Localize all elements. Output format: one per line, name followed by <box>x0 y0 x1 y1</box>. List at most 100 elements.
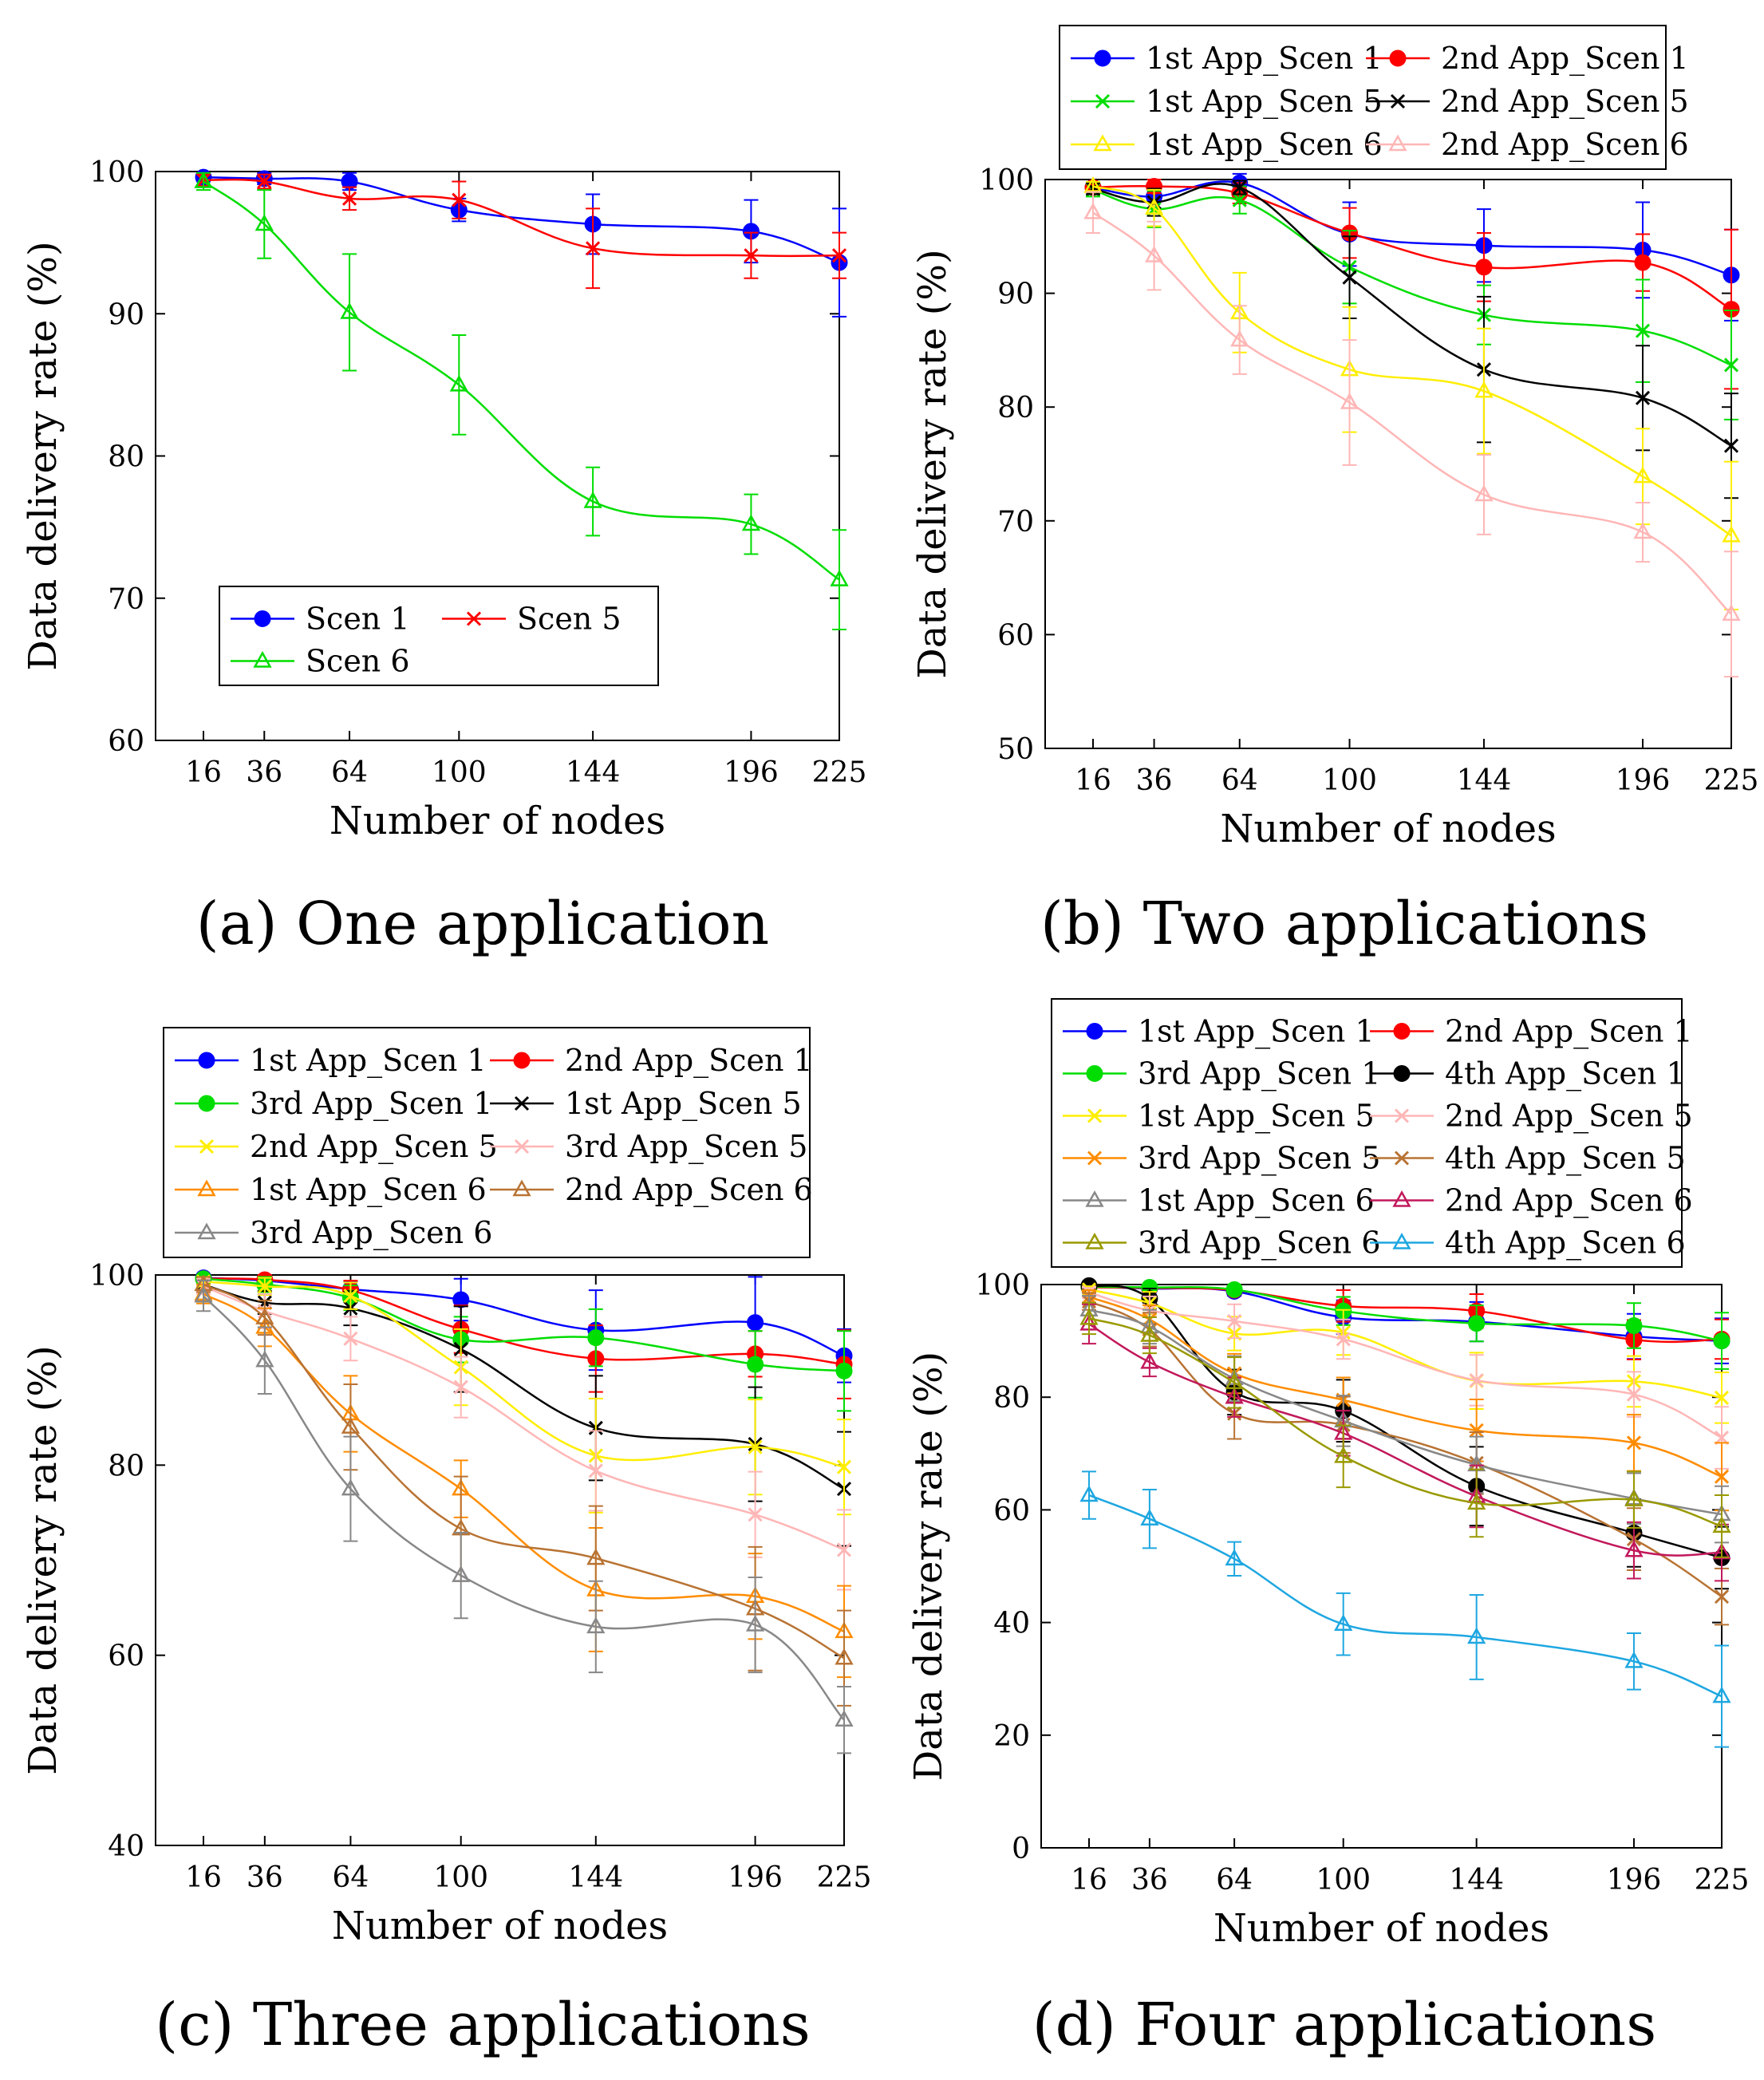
legend-label: 3rd App_Scen 1 <box>250 1086 492 1122</box>
series-scen-5 <box>195 172 847 290</box>
legend-marker <box>1392 1190 1411 1207</box>
legend-marker <box>1394 1151 1410 1166</box>
chart-panel-a: 60 70 80 90 100 16 36 64 100 144 196 225 Number of n… <box>21 156 866 843</box>
data-point <box>745 1614 765 1632</box>
series-line <box>1088 1317 1723 1528</box>
y-tick-label: 70 <box>108 583 144 616</box>
x-tick-label: 16 <box>1071 1864 1107 1896</box>
x-axis-label: Number of nodes <box>1220 807 1556 851</box>
legend-marker <box>1087 1108 1103 1123</box>
legend-label: 4th App_Scen 5 <box>1445 1141 1686 1177</box>
legend-label: 3rd App_Scen 1 <box>1138 1056 1380 1092</box>
legend-marker <box>1086 1065 1103 1082</box>
data-point <box>1714 1390 1730 1405</box>
legend-label: 1st App_Scen 1 <box>1138 1014 1375 1050</box>
legend-marker <box>254 610 271 627</box>
data-point <box>1144 198 1164 215</box>
x-tick-label: 64 <box>1216 1864 1253 1896</box>
data-point <box>341 1478 361 1496</box>
series-1st-app-scen-5 <box>1081 1282 1730 1424</box>
data-point <box>835 1648 854 1665</box>
legend-label: 4th App_Scen 1 <box>1445 1056 1686 1092</box>
data-point <box>1225 1549 1244 1566</box>
legend-item-2nd-app-scen-5: 2nd App_Scen 5 <box>1370 1099 1693 1135</box>
data-point <box>1468 1315 1486 1332</box>
legend-label: 2nd App_Scen 6 <box>1445 1183 1693 1219</box>
legend-marker <box>466 611 482 626</box>
data-point <box>453 1379 468 1395</box>
data-point <box>257 174 272 189</box>
legend-marker <box>1093 134 1112 152</box>
legend-item-3rd-app-scen-1: 3rd App_Scen 1 <box>175 1086 492 1122</box>
data-point <box>835 1710 854 1727</box>
legend-item-2nd-app-scen-5: 2nd App_Scen 5 <box>175 1129 498 1165</box>
series-line <box>1092 211 1732 615</box>
plot-frame <box>1044 179 1732 749</box>
legend-item-2nd-app-scen-6: 2nd App_Scen 6 <box>490 1172 813 1208</box>
x-tick-label: 36 <box>247 1861 283 1894</box>
x-tick-label: 16 <box>185 756 222 789</box>
series-line <box>203 180 840 581</box>
legend-item-1st-app-scen-6: 1st App_Scen 6 <box>1063 1183 1375 1219</box>
data-point <box>744 248 759 263</box>
data-point <box>1712 1542 1731 1560</box>
legend-marker <box>1388 134 1407 152</box>
data-point <box>836 1459 852 1474</box>
data-point <box>748 1507 763 1522</box>
data-point <box>1342 270 1357 285</box>
legend-marker <box>513 1052 531 1069</box>
y-tick-label: 90 <box>108 298 144 331</box>
legend-label: 3rd App_Scen 6 <box>250 1215 492 1251</box>
y-tick-label: 100 <box>979 164 1034 197</box>
y-tick-label: 80 <box>108 1450 144 1482</box>
y-tick-label: 60 <box>108 1640 144 1673</box>
legend-marker <box>512 1179 531 1197</box>
data-point <box>452 192 467 207</box>
x-axis-label: Number of nodes <box>1213 1906 1549 1951</box>
series-line <box>203 176 840 264</box>
series-2nd-app-scen-5 <box>195 1274 852 1516</box>
x-tick-label: 36 <box>1131 1864 1168 1896</box>
data-point <box>340 302 359 319</box>
series-line <box>1092 183 1732 447</box>
y-tick-label: 20 <box>993 1720 1030 1753</box>
legend-marker <box>198 1052 215 1069</box>
legend-item-1st-app-scen-6: 1st App_Scen 6 <box>1071 127 1383 163</box>
series-line <box>1092 185 1732 537</box>
y-tick-label: 100 <box>89 1260 144 1293</box>
chart-panel-c: 40 60 80 100 16 36 64 100 144 196 225 Number of nod… <box>21 1027 872 1948</box>
legend-label: 1st App_Scen 6 <box>250 1172 487 1208</box>
legend-label: Scen 1 <box>306 602 410 637</box>
legend-label: 1st App_Scen 6 <box>1138 1183 1375 1219</box>
x-tick-label: 144 <box>1449 1864 1504 1896</box>
legend-marker <box>199 1139 215 1154</box>
series-line <box>203 1281 845 1468</box>
legend-item-2nd-app-scen-1: 2nd App_Scen 1 <box>1370 1014 1693 1050</box>
data-point <box>588 1463 603 1478</box>
legend-label: 2nd App_Scen 6 <box>1441 127 1689 163</box>
data-point <box>1624 1651 1644 1668</box>
legend-marker <box>1390 93 1406 109</box>
series-line <box>203 1295 845 1721</box>
legend-marker <box>1085 1232 1104 1249</box>
data-point <box>1712 1516 1731 1533</box>
legend-item-2nd-app-scen-6: 2nd App_Scen 6 <box>1370 1183 1693 1219</box>
legend-item-1st-app-scen-5: 1st App_Scen 5 <box>1063 1099 1375 1135</box>
legend-item-2nd-app-scen-5: 2nd App_Scen 5 <box>1366 84 1689 120</box>
series-line <box>203 1285 845 1551</box>
data-point <box>341 1417 361 1434</box>
data-point <box>747 1314 764 1332</box>
x-tick-label: 225 <box>817 1861 872 1894</box>
legend-frame <box>163 1027 811 1258</box>
data-point <box>747 1356 764 1373</box>
data-point <box>1633 466 1652 483</box>
x-tick-label: 36 <box>246 756 282 789</box>
x-tick-label: 16 <box>185 1861 222 1894</box>
y-tick-label: 100 <box>89 156 144 189</box>
y-tick-label: 100 <box>975 1269 1030 1302</box>
data-point <box>836 1542 852 1557</box>
y-tick-label: 80 <box>997 392 1034 424</box>
data-point <box>1140 1509 1159 1525</box>
x-tick-label: 196 <box>1616 764 1671 797</box>
legend-label: 2nd App_Scen 1 <box>1441 41 1689 77</box>
